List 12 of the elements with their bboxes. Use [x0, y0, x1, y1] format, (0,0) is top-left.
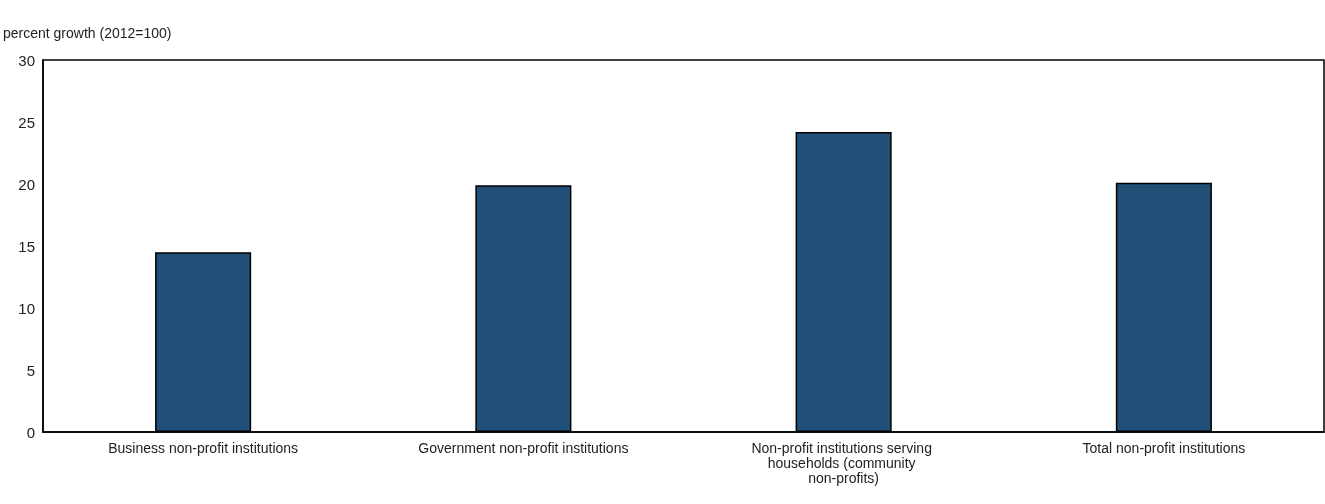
- x-tick-label: Non-profit institutions serving households (community non-profits): [751, 439, 936, 486]
- x-tick-label: Total non-profit institutions: [1082, 439, 1246, 456]
- y-tick-label: 10: [18, 299, 35, 317]
- x-tick-label: Government non-profit institutions: [418, 439, 629, 456]
- y-tick-label: 30: [18, 51, 35, 69]
- y-tick-label: 5: [26, 361, 35, 379]
- y-tick-label: 0: [26, 423, 35, 441]
- y-tick-label: 25: [18, 113, 35, 131]
- y-tick-label: 15: [18, 237, 35, 255]
- y-tick-label: 20: [18, 175, 35, 193]
- x-tick-label: Business non-profit institutions: [108, 439, 299, 456]
- y-axis-title: percent growth (2012=100): [3, 25, 172, 41]
